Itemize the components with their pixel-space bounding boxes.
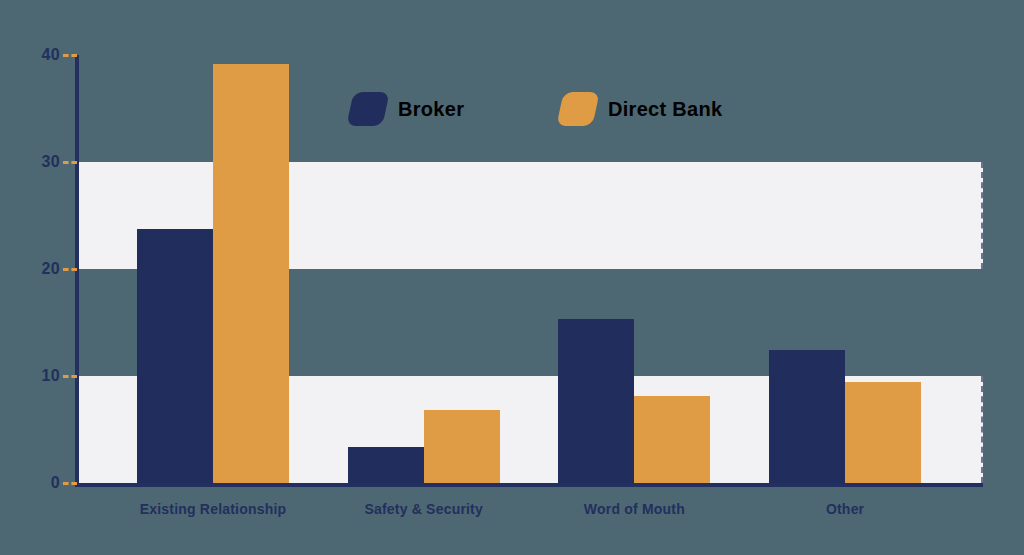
bar-direct-bank-other <box>845 382 921 483</box>
legend-item-broker: Broker <box>350 91 464 127</box>
bar-direct-bank-safety-security <box>424 410 500 483</box>
legend-item-direct-bank: Direct Bank <box>560 91 722 127</box>
legend-label-broker: Broker <box>398 98 464 121</box>
bar-chart: Broker Direct Bank 0 10 20 30 40 Existing Rel… <box>0 0 1024 555</box>
x-category-label-other: Other <box>725 501 965 517</box>
bar-direct-bank-existing-relationship <box>213 64 289 483</box>
x-category-label-safety-security: Safety & Security <box>304 501 544 517</box>
y-tick-mark-20 <box>63 268 77 271</box>
y-tick-mark-40 <box>63 54 77 57</box>
bar-broker-word-of-mouth <box>558 319 634 483</box>
y-tick-mark-30 <box>63 161 77 164</box>
x-category-label-word-of-mouth: Word of Mouth <box>514 501 754 517</box>
y-tick-label-10: 10 <box>10 367 60 385</box>
x-axis-line <box>75 483 983 487</box>
bar-broker-other <box>769 350 845 483</box>
y-tick-label-20: 20 <box>10 260 60 278</box>
chart-legend: Broker Direct Bank <box>0 91 1024 129</box>
broker-swatch-icon <box>346 92 389 126</box>
y-tick-label-30: 30 <box>10 153 60 171</box>
x-category-label-existing-relationship: Existing Relationship <box>93 501 333 517</box>
direct-bank-swatch-icon <box>556 92 599 126</box>
y-tick-label-0: 0 <box>10 474 60 492</box>
bar-broker-existing-relationship <box>137 229 213 483</box>
y-tick-mark-0 <box>63 482 77 485</box>
y-tick-label-40: 40 <box>10 46 60 64</box>
bar-direct-bank-word-of-mouth <box>634 396 710 483</box>
bar-broker-safety-security <box>348 447 424 483</box>
legend-label-direct-bank: Direct Bank <box>608 98 722 121</box>
y-tick-mark-10 <box>63 375 77 378</box>
